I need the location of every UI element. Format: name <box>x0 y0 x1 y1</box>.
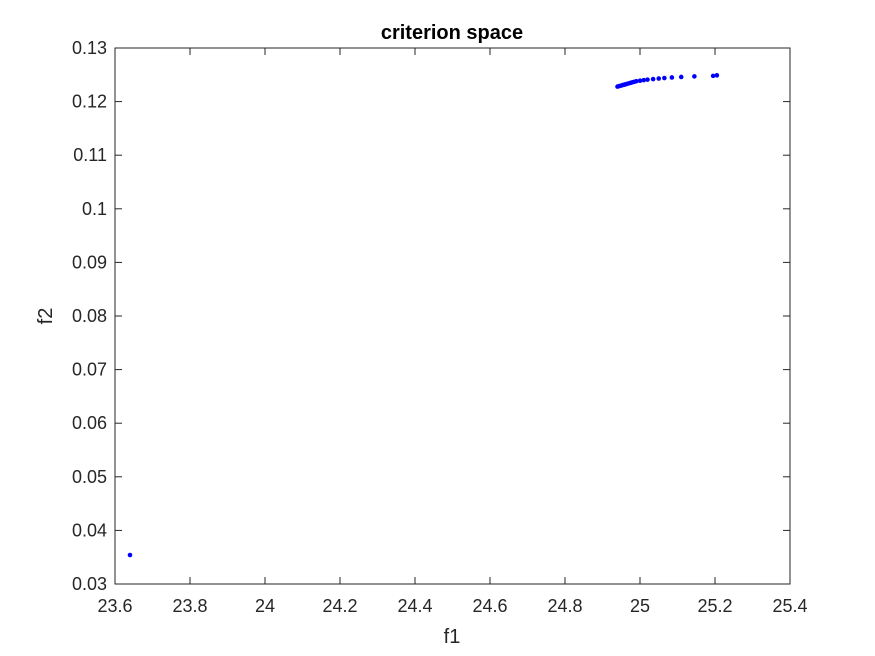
data-point <box>714 73 720 78</box>
data-point <box>633 78 639 84</box>
y-tick-label: 0.06 <box>72 413 107 433</box>
y-tick-label: 0.09 <box>72 252 107 272</box>
y-tick-label: 0.11 <box>73 145 107 165</box>
y-tick-label: 0.04 <box>72 520 107 540</box>
plot-area <box>114 47 791 585</box>
x-tick-label: 24.2 <box>322 596 357 616</box>
data-point <box>669 75 675 80</box>
y-tick-label: 0.13 <box>72 38 107 58</box>
x-axis: 23.6 23.8 24 24.2 24.4 24.6 24.8 25 25.2 25.4 <box>97 48 808 616</box>
y-tick-label: 0.12 <box>72 92 107 112</box>
x-tick-label: 24.8 <box>547 596 582 616</box>
x-tick-label: 25.2 <box>697 596 732 616</box>
data-point <box>710 73 716 79</box>
data-point <box>127 552 133 558</box>
data-points <box>127 73 720 558</box>
x-tick-label: 25 <box>630 596 650 616</box>
data-point <box>678 74 684 80</box>
data-point <box>662 75 667 81</box>
data-point <box>650 76 656 82</box>
x-tick-label: 24 <box>255 596 275 616</box>
x-axis-label: f1 <box>444 626 461 648</box>
x-tick-label: 24.4 <box>397 596 432 616</box>
x-tick-label: 23.8 <box>172 596 207 616</box>
y-axis-label: f2 <box>35 308 57 325</box>
data-point <box>641 77 647 83</box>
x-tick-label: 25.4 <box>772 596 807 616</box>
data-point <box>645 77 650 82</box>
y-tick-label: 0.08 <box>72 306 107 326</box>
data-point <box>637 78 643 83</box>
chart-title: criterion space <box>381 22 523 44</box>
x-tick-label: 23.6 <box>97 596 132 616</box>
data-point <box>656 76 662 81</box>
y-tick-label: 0.05 <box>72 467 107 487</box>
y-tick-label: 0.03 <box>72 574 107 594</box>
y-tick-label: 0.07 <box>72 360 107 380</box>
x-tick-label: 24.6 <box>472 596 507 616</box>
data-point <box>692 74 697 79</box>
y-axis: 0.03 0.04 0.05 0.06 0.07 0.08 0.09 0.1 0.11 0.12 0… <box>72 38 790 594</box>
y-tick-label: 0.1 <box>82 199 107 219</box>
